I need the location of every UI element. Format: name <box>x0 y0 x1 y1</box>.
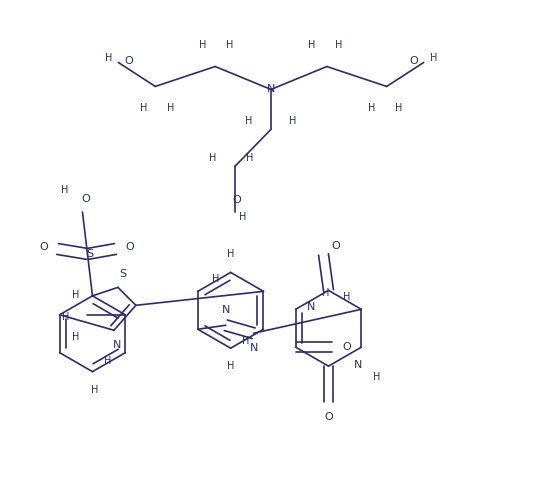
Text: H: H <box>227 40 234 49</box>
Text: O: O <box>331 242 340 252</box>
Text: H: H <box>91 385 98 394</box>
Text: H: H <box>72 332 79 342</box>
Text: H: H <box>335 40 342 49</box>
Text: H: H <box>342 292 350 302</box>
Text: H: H <box>395 104 403 113</box>
Text: H: H <box>140 104 147 113</box>
Text: H: H <box>430 53 437 62</box>
Text: H: H <box>209 153 217 163</box>
Text: N: N <box>354 360 362 370</box>
Text: H: H <box>239 212 247 222</box>
Text: H: H <box>246 153 254 163</box>
Text: N: N <box>267 84 275 94</box>
Text: O: O <box>324 412 333 422</box>
Text: H: H <box>227 361 234 371</box>
Text: H: H <box>373 372 380 382</box>
Text: O: O <box>81 194 90 204</box>
Text: H: H <box>368 104 375 113</box>
Text: O: O <box>39 242 48 252</box>
Text: H: H <box>62 312 69 322</box>
Text: H: H <box>200 40 207 49</box>
Text: H: H <box>322 288 329 298</box>
Text: H: H <box>289 116 296 126</box>
Text: H: H <box>227 249 234 259</box>
Text: H: H <box>72 290 79 300</box>
Text: H: H <box>308 40 315 49</box>
Text: N: N <box>222 305 230 315</box>
Text: O: O <box>409 56 418 65</box>
Text: O: O <box>124 56 133 65</box>
Text: N: N <box>113 340 121 350</box>
Text: N: N <box>306 302 315 312</box>
Text: H: H <box>212 274 220 285</box>
Text: H: H <box>61 185 68 195</box>
Text: N: N <box>249 343 258 353</box>
Text: S: S <box>120 270 127 279</box>
Text: O: O <box>233 195 241 205</box>
Text: H: H <box>246 116 253 126</box>
Text: S: S <box>86 249 93 259</box>
Text: O: O <box>125 242 134 252</box>
Text: H: H <box>104 356 111 365</box>
Text: H: H <box>242 336 249 346</box>
Text: O: O <box>342 342 351 352</box>
Text: H: H <box>167 104 174 113</box>
Text: H: H <box>105 53 112 62</box>
